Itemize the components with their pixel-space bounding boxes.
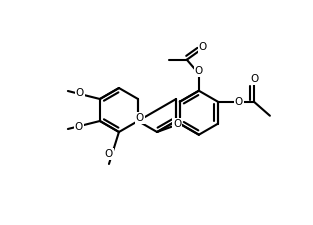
Text: O: O <box>251 74 259 84</box>
Text: O: O <box>173 119 181 129</box>
Text: O: O <box>105 149 113 159</box>
Text: O: O <box>195 66 203 76</box>
Text: O: O <box>136 113 144 123</box>
Text: O: O <box>76 88 84 98</box>
Text: O: O <box>75 122 83 132</box>
Text: O: O <box>199 42 207 52</box>
Text: O: O <box>235 97 243 107</box>
